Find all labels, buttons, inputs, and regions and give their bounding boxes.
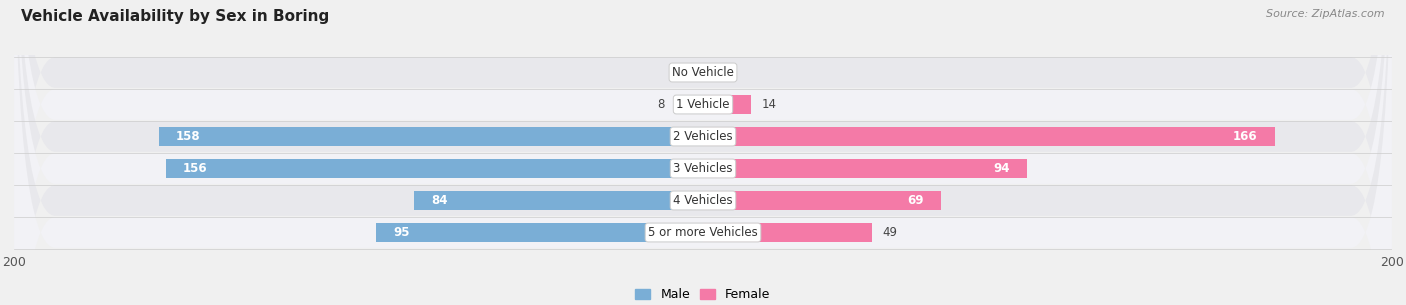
Legend: Male, Female: Male, Female — [630, 283, 776, 305]
Text: Vehicle Availability by Sex in Boring: Vehicle Availability by Sex in Boring — [21, 9, 329, 24]
Text: 94: 94 — [993, 162, 1010, 175]
Bar — [159, 127, 703, 146]
Bar — [675, 95, 703, 114]
Bar — [703, 95, 751, 114]
Bar — [703, 191, 941, 210]
Bar — [413, 191, 703, 210]
Text: 3 Vehicles: 3 Vehicles — [673, 162, 733, 175]
Text: 49: 49 — [882, 226, 897, 239]
Text: No Vehicle: No Vehicle — [672, 66, 734, 79]
Text: 156: 156 — [183, 162, 208, 175]
Text: Source: ZipAtlas.com: Source: ZipAtlas.com — [1267, 9, 1385, 19]
Text: 0: 0 — [685, 66, 693, 79]
Text: 166: 166 — [1233, 130, 1257, 143]
Bar — [703, 223, 872, 242]
Text: 84: 84 — [430, 194, 447, 207]
Text: 14: 14 — [762, 98, 776, 111]
FancyBboxPatch shape — [14, 0, 1392, 305]
Bar — [703, 127, 1275, 146]
Text: 69: 69 — [907, 194, 924, 207]
FancyBboxPatch shape — [14, 0, 1392, 305]
Text: 2 Vehicles: 2 Vehicles — [673, 130, 733, 143]
FancyBboxPatch shape — [14, 0, 1392, 305]
FancyBboxPatch shape — [14, 0, 1392, 305]
FancyBboxPatch shape — [14, 0, 1392, 305]
Bar — [166, 159, 703, 178]
FancyBboxPatch shape — [14, 0, 1392, 305]
Text: 0: 0 — [713, 66, 721, 79]
Text: 4 Vehicles: 4 Vehicles — [673, 194, 733, 207]
Text: 1 Vehicle: 1 Vehicle — [676, 98, 730, 111]
Text: 8: 8 — [658, 98, 665, 111]
Bar — [375, 223, 703, 242]
Bar — [703, 159, 1026, 178]
Text: 158: 158 — [176, 130, 201, 143]
Text: 5 or more Vehicles: 5 or more Vehicles — [648, 226, 758, 239]
Text: 95: 95 — [392, 226, 409, 239]
